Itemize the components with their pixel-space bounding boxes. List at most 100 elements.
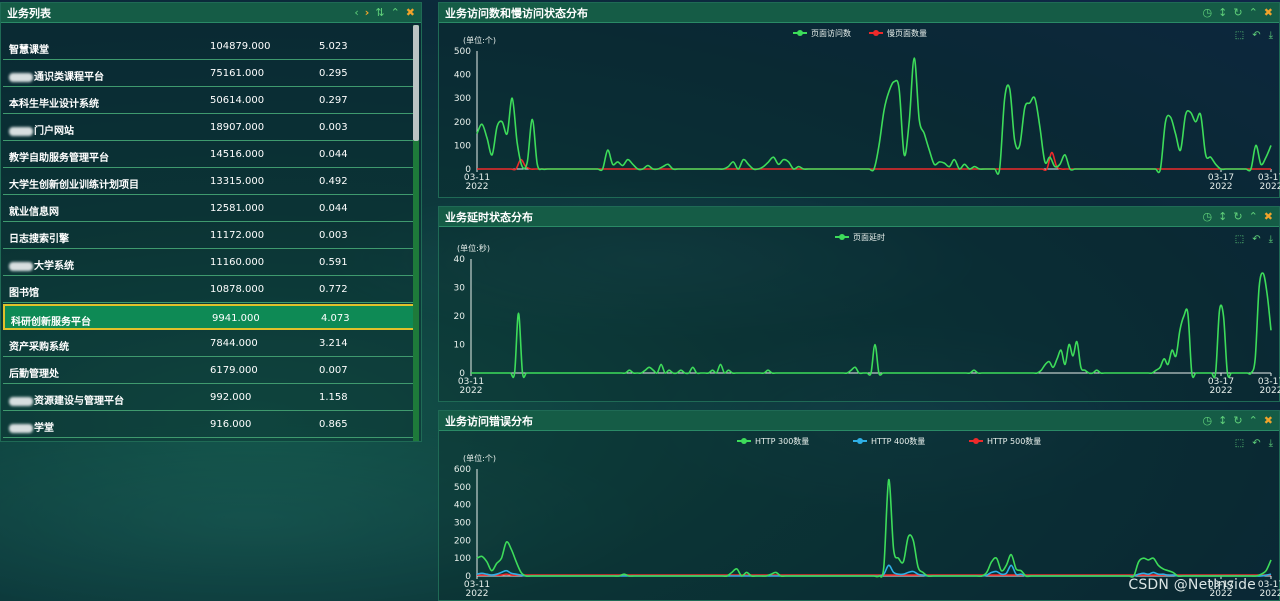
legend-marker[interactable] [839, 234, 845, 240]
service-name: 就业信息网 [9, 203, 59, 218]
collapse-icon[interactable]: ⌃ [1248, 6, 1258, 19]
collapse-icon[interactable]: ⌃ [1248, 414, 1258, 427]
list-row[interactable]: 图书馆 10878.000 0.772 [3, 277, 417, 303]
list-row[interactable]: 本科生毕业设计系统 50614.000 0.297 [3, 88, 417, 114]
legend-marker[interactable] [857, 438, 863, 444]
watermark: CSDN @NetInside [1128, 577, 1256, 593]
chevron-right-icon[interactable]: › [364, 6, 370, 19]
service-name: 日志搜索引擎 [9, 230, 69, 245]
vertical-arrows-icon[interactable]: ↕ [1218, 414, 1228, 427]
zoom-icon[interactable]: ⬚ [1234, 438, 1245, 449]
redacted-text [9, 396, 33, 406]
service-name-text: 学堂 [34, 423, 54, 434]
scrollbar-thumb[interactable] [413, 25, 419, 141]
visit-count: 50614.000 [210, 95, 265, 106]
collapse-icon[interactable]: ⌃ [1248, 210, 1258, 223]
legend-label[interactable]: 页面延时 [853, 232, 885, 242]
zoom-icon[interactable]: ⬚ [1234, 30, 1245, 41]
y-unit-label: (单位:个) [463, 35, 496, 45]
visit-count: 18907.000 [210, 122, 265, 133]
delay-value: 1.158 [319, 392, 348, 403]
download-icon[interactable]: ⤓ [1268, 438, 1273, 449]
download-icon[interactable]: ⤓ [1268, 30, 1273, 41]
y-tick-label: 300 [454, 94, 471, 104]
service-name: 后勤管理处 [9, 365, 59, 380]
zoom-reset-icon[interactable]: ↶ [1252, 234, 1261, 245]
refresh-icon[interactable]: ↻ [1233, 414, 1243, 427]
list-row[interactable]: 教学自助服务管理平台 14516.000 0.044 [3, 142, 417, 168]
refresh-icon[interactable]: ↻ [1233, 210, 1243, 223]
visit-count: 11172.000 [210, 230, 265, 241]
collapse-icon[interactable]: ⌃ [390, 6, 400, 19]
legend-label[interactable]: HTTP 300数量 [755, 436, 809, 446]
list-row[interactable]: 资源建设与管理平台 992.000 1.158 [3, 385, 417, 411]
y-tick-label: 0 [465, 572, 471, 582]
y-tick-label: 400 [454, 71, 471, 81]
list-row[interactable]: 通识类课程平台 75161.000 0.295 [3, 61, 417, 87]
x-tick-sublabel: 2022 [460, 386, 483, 396]
list-row[interactable]: 门户网站 18907.000 0.003 [3, 115, 417, 141]
y-unit-label: (单位:秒) [457, 243, 490, 253]
vertical-arrows-icon[interactable]: ↕ [1218, 6, 1228, 19]
close-icon[interactable]: ✖ [1263, 414, 1273, 427]
legend-marker[interactable] [873, 30, 879, 36]
list-row[interactable]: 就业信息网 12581.000 0.044 [3, 196, 417, 222]
list-row[interactable]: 后勤管理处 6179.000 0.007 [3, 358, 417, 384]
latency-chart-header: 业务延时状态分布 ◷ ↕ ↻ ⌃ ✖ [439, 207, 1279, 227]
sort-icon[interactable]: ⇅ [375, 6, 385, 19]
zoom-icon[interactable]: ⬚ [1234, 234, 1245, 245]
zoom-reset-icon[interactable]: ↶ [1252, 438, 1261, 449]
visit-count: 75161.000 [210, 68, 265, 79]
scrollbar-track[interactable] [413, 25, 419, 441]
legend-label[interactable]: 慢页面数量 [887, 28, 927, 38]
clock-icon[interactable]: ◷ [1202, 210, 1213, 223]
service-name: 通识类课程平台 [9, 68, 104, 83]
y-tick-label: 200 [454, 118, 471, 128]
errors-chart-title: 业务访问错误分布 [445, 414, 533, 428]
series-line [471, 272, 1272, 379]
redacted-text [9, 72, 33, 82]
series-line [477, 573, 1271, 576]
legend-label[interactable]: HTTP 400数量 [871, 436, 925, 446]
refresh-icon[interactable]: ↻ [1233, 6, 1243, 19]
service-name: 智慧课堂 [9, 41, 49, 56]
download-icon[interactable]: ⤓ [1268, 234, 1273, 245]
chevron-left-icon[interactable]: ‹ [354, 6, 359, 19]
legend-label[interactable]: HTTP 500数量 [987, 436, 1041, 446]
service-name-text: 科研创新服务平台 [11, 317, 91, 328]
service-name: 科研创新服务平台 [11, 313, 91, 328]
service-name: 大学生创新创业训练计划项目 [9, 176, 139, 191]
vertical-arrows-icon[interactable]: ↕ [1218, 210, 1228, 223]
list-row[interactable]: 大学系统 11160.000 0.591 [3, 250, 417, 276]
visit-count: 9941.000 [212, 313, 260, 324]
list-row[interactable]: 智慧课堂 104879.000 5.023 [3, 34, 417, 60]
list-row[interactable]: 日志搜索引擎 11172.000 0.003 [3, 223, 417, 249]
list-row[interactable]: 大学生创新创业训练计划项目 13315.000 0.492 [3, 169, 417, 195]
service-name: 本科生毕业设计系统 [9, 95, 99, 110]
legend-marker[interactable] [797, 30, 803, 36]
list-row[interactable]: 科研创新服务平台 9941.000 4.073 [3, 304, 417, 330]
y-tick-label: 40 [454, 255, 466, 265]
x-tick-label: 03-17 [1208, 173, 1234, 183]
clock-icon[interactable]: ◷ [1202, 414, 1213, 427]
service-name-text: 日志搜索引擎 [9, 234, 69, 245]
visit-count: 12581.000 [210, 203, 265, 214]
list-row[interactable]: 学堂 916.000 0.865 [3, 412, 417, 438]
latency-chart-title: 业务延时状态分布 [445, 210, 533, 224]
legend-label[interactable]: 页面访问数 [811, 28, 851, 38]
service-name-text: 大学生创新创业训练计划项目 [9, 180, 139, 191]
list-row[interactable]: 资产采购系统 7844.000 3.214 [3, 331, 417, 357]
y-tick-label: 600 [454, 465, 471, 475]
close-icon[interactable]: ✖ [405, 6, 415, 19]
zoom-reset-icon[interactable]: ↶ [1252, 30, 1261, 41]
clock-icon[interactable]: ◷ [1202, 6, 1213, 19]
delay-value: 3.214 [319, 338, 348, 349]
legend-marker[interactable] [973, 438, 979, 444]
y-tick-label: 100 [454, 554, 471, 564]
legend-marker[interactable] [741, 438, 747, 444]
close-icon[interactable]: ✖ [1263, 210, 1273, 223]
service-name-text: 就业信息网 [9, 207, 59, 218]
close-icon[interactable]: ✖ [1263, 6, 1273, 19]
y-tick-label: 500 [454, 47, 471, 57]
visit-count: 11160.000 [210, 257, 265, 268]
